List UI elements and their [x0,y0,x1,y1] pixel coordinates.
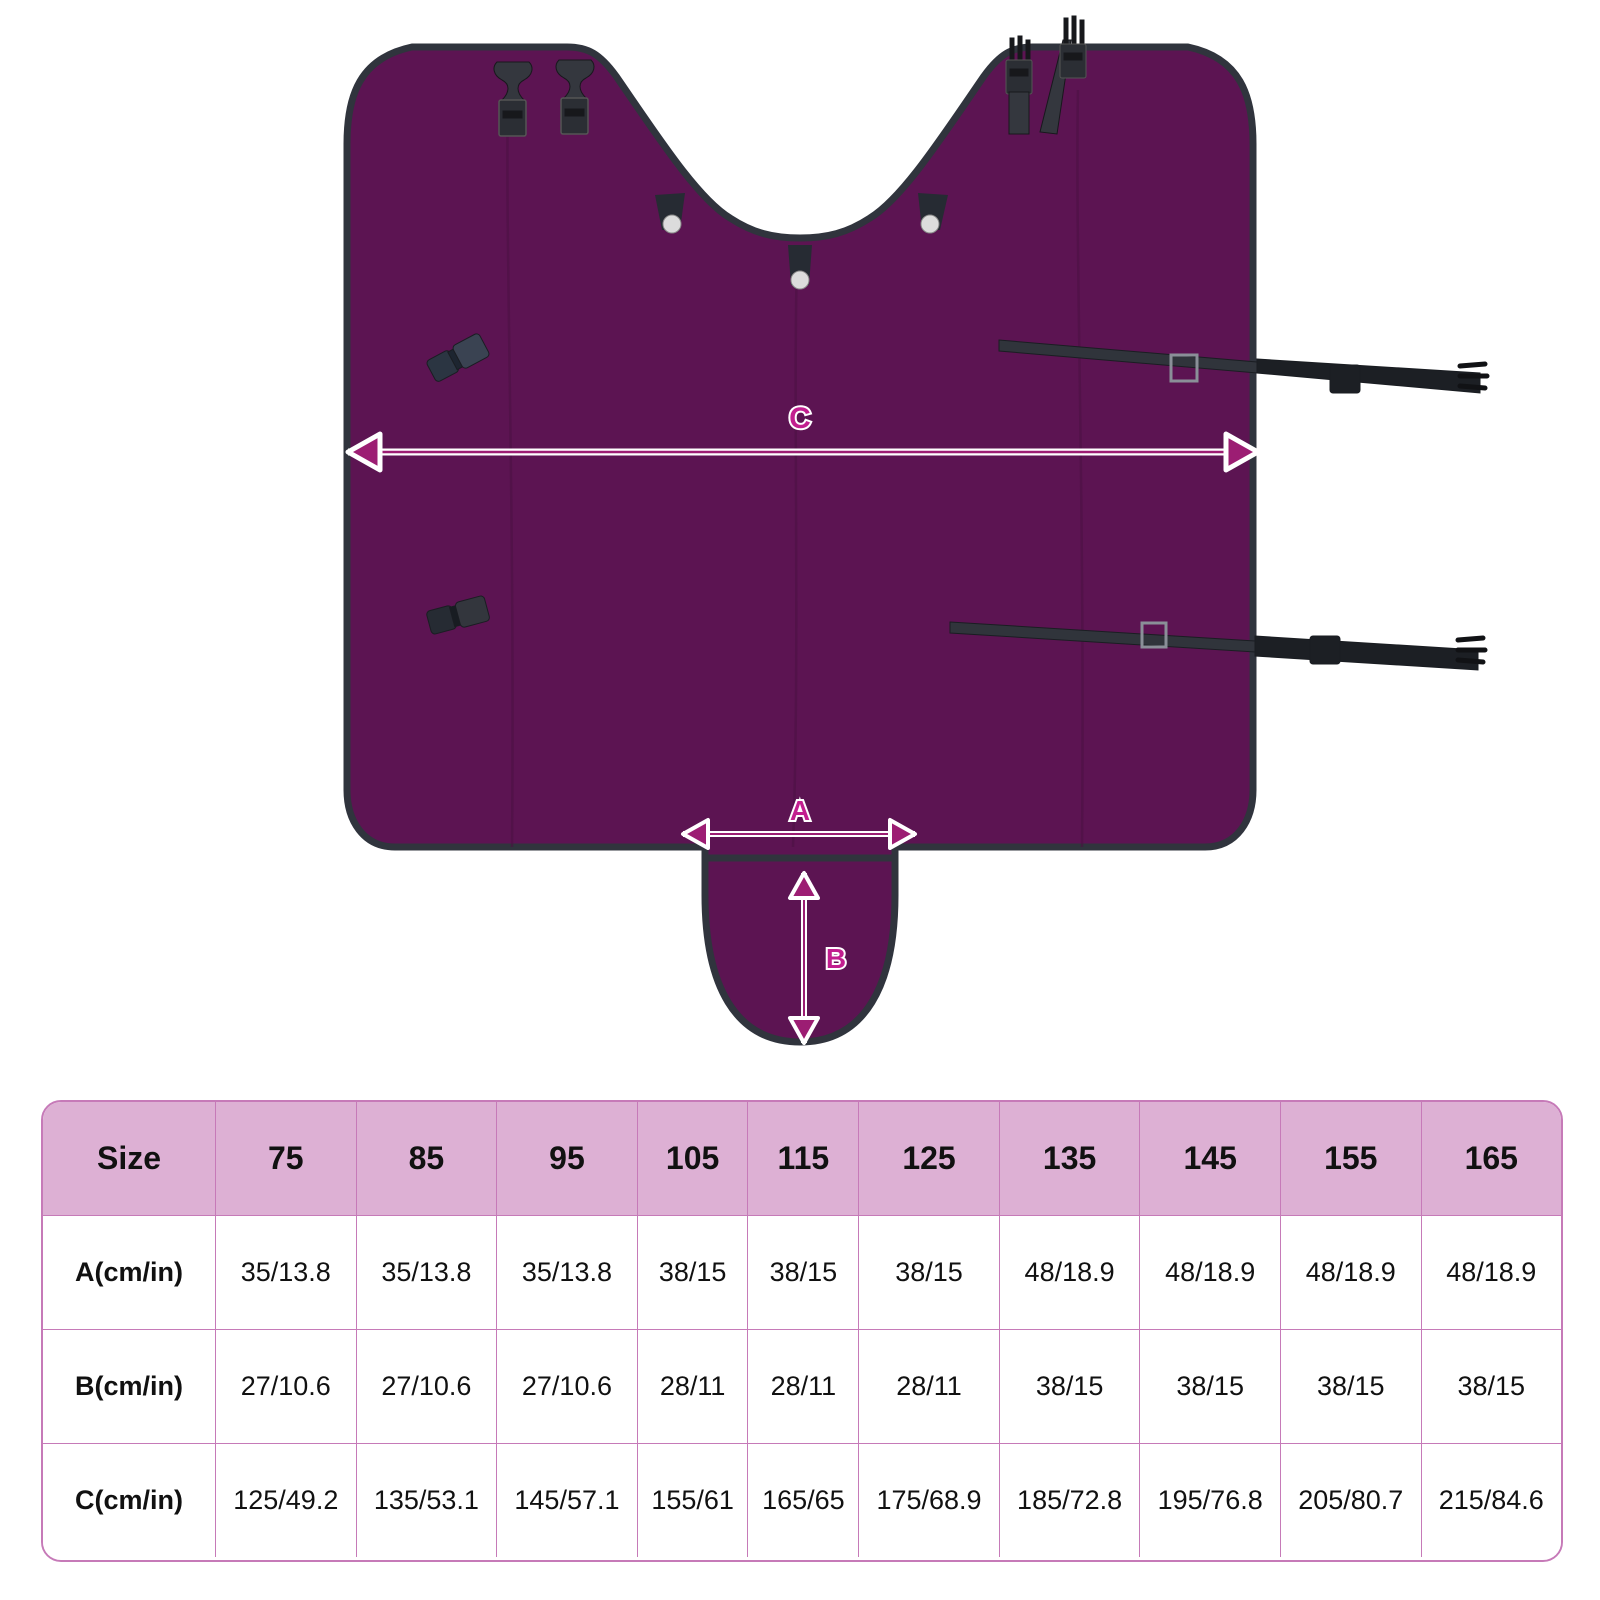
svg-text:B: B [826,943,846,974]
svg-text:C: C [789,402,811,435]
svg-text:A: A [790,795,810,826]
